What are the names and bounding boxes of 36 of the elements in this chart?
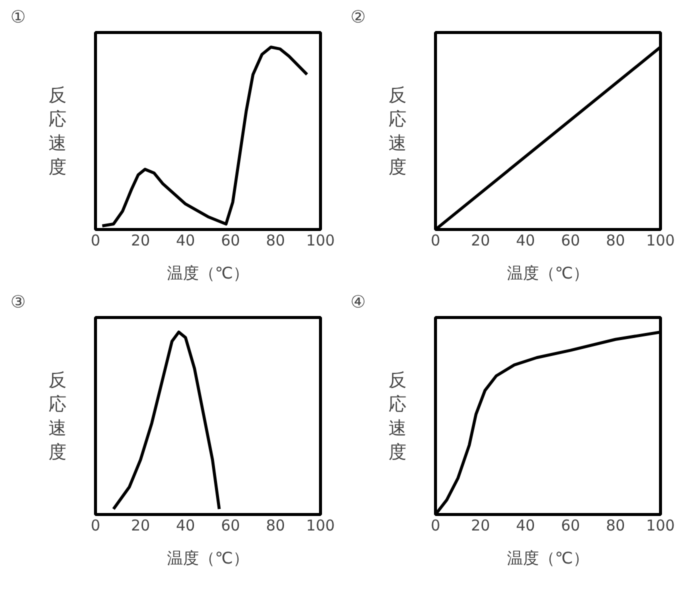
x-tick-label: 0 [90,232,100,250]
chart-title: ① [10,8,26,28]
x-tick-label: 100 [306,516,335,534]
x-tick-label: 60 [560,516,580,534]
x-tick-label: 0 [430,516,440,534]
chart-title: ④ [350,292,366,312]
x-tick-label: 100 [306,232,335,250]
x-tick-label: 40 [516,232,536,250]
x-axis-title: 温度（℃） [507,264,589,282]
y-axis-title: 反応速度 [388,370,406,462]
chart-title: ② [350,8,366,28]
x-tick-label: 60 [220,232,240,250]
x-tick-label: 60 [220,516,240,534]
y-axis-title: 反応速度 [388,85,406,177]
x-tick-label: 80 [266,516,286,534]
x-tick-label: 80 [606,232,626,250]
chart-title: ③ [10,292,26,312]
x-tick-label: 20 [470,232,490,250]
x-tick-label: 100 [646,232,675,250]
x-axis-title: 温度（℃） [167,548,249,568]
y-axis-title: 反応速度 [48,85,66,177]
x-tick-label: 100 [646,516,675,534]
y-axis-title: 反応速度 [48,370,66,462]
x-axis-title: 温度（℃） [507,548,589,568]
x-tick-label: 20 [470,516,490,534]
x-tick-label: 60 [560,232,580,250]
x-tick-label: 20 [130,516,150,534]
x-tick-label: 40 [176,232,196,250]
x-tick-label: 0 [90,516,100,534]
x-tick-label: 0 [430,232,440,250]
x-tick-label: 40 [176,516,196,534]
x-tick-label: 80 [266,232,286,250]
x-tick-label: 80 [606,516,626,534]
x-tick-label: 40 [516,516,536,534]
x-axis-title: 温度（℃） [167,264,249,282]
x-tick-label: 20 [130,232,150,250]
